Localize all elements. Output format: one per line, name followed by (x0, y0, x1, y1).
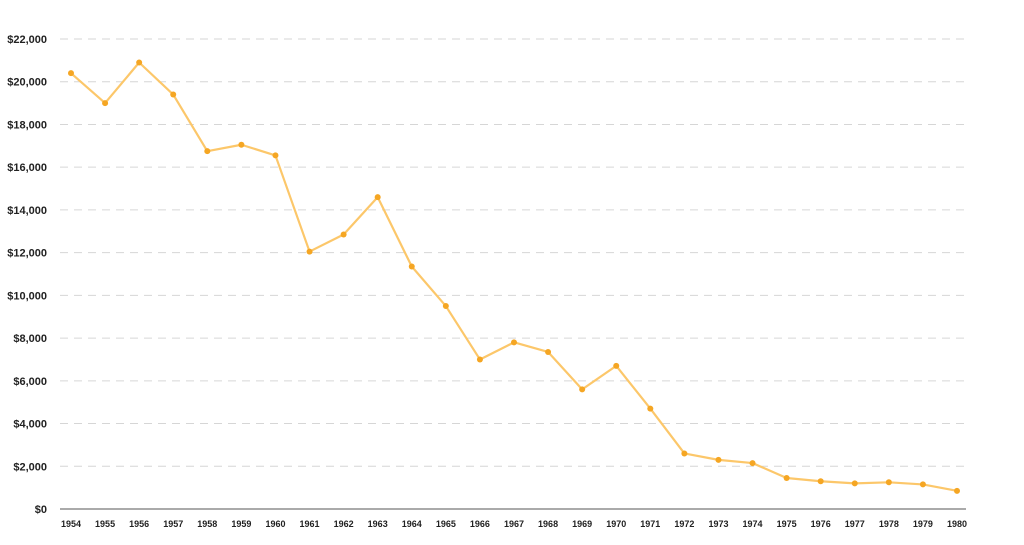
y-tick-label: $0 (35, 504, 47, 516)
x-tick-label: 1972 (674, 519, 694, 529)
x-tick-label: 1977 (845, 519, 865, 529)
y-tick-label: $12,000 (7, 248, 47, 260)
y-tick-labels: $0 $2,000 $4,000 $6,000 $8,000 $10,000 $12,000… (7, 34, 47, 516)
x-tick-label: 1973 (708, 519, 728, 529)
x-tick-label: 1963 (368, 519, 388, 529)
y-tick-label: $10,000 (7, 290, 47, 302)
data-point[interactable] (681, 450, 688, 457)
series-layer (68, 59, 960, 494)
data-point[interactable] (715, 456, 722, 463)
data-point[interactable] (306, 248, 313, 255)
series-line (69, 61, 959, 492)
x-tick-label: 1960 (265, 519, 285, 529)
data-point[interactable] (272, 152, 279, 159)
data-point[interactable] (476, 356, 483, 363)
data-point[interactable] (783, 475, 790, 482)
data-point[interactable] (851, 480, 858, 487)
x-tick-label: 1956 (129, 519, 149, 529)
data-point[interactable] (238, 141, 245, 148)
x-tick-label: 1970 (606, 519, 626, 529)
data-point[interactable] (749, 460, 756, 467)
data-point[interactable] (817, 478, 824, 485)
x-tick-label: 1966 (470, 519, 490, 529)
x-tick-label: 1974 (743, 519, 763, 529)
x-tick-label: 1969 (572, 519, 592, 529)
data-point[interactable] (442, 303, 449, 310)
data-point[interactable] (613, 362, 620, 369)
data-point[interactable] (919, 481, 926, 488)
x-tick-label: 1955 (95, 519, 115, 529)
x-tick-label: 1979 (913, 519, 933, 529)
data-point[interactable] (647, 405, 654, 412)
x-tick-label: 1958 (197, 519, 217, 529)
data-point[interactable] (340, 231, 347, 238)
y-tick-label: $18,000 (7, 119, 47, 131)
x-tick-labels: 1954 1955 1956 1957 1958 1959 1960 1961 1962 1963… (61, 519, 967, 529)
data-point[interactable] (102, 100, 109, 107)
x-tick-label: 1965 (436, 519, 456, 529)
y-tick-label: $8,000 (13, 333, 47, 345)
data-point[interactable] (204, 148, 211, 155)
data-point[interactable] (136, 59, 143, 66)
x-tick-label: 1971 (640, 519, 660, 529)
x-tick-label: 1959 (231, 519, 251, 529)
y-tick-label: $14,000 (7, 205, 47, 217)
x-tick-label: 1961 (300, 519, 320, 529)
gridlines (60, 38, 966, 467)
x-tick-label: 1967 (504, 519, 524, 529)
data-point[interactable] (170, 91, 177, 98)
y-tick-label: $22,000 (7, 34, 47, 46)
x-tick-label: 1975 (777, 519, 797, 529)
x-tick-label: 1980 (947, 519, 967, 529)
x-tick-label: 1954 (61, 519, 81, 529)
x-tick-label: 1964 (402, 519, 422, 529)
y-tick-label: $6,000 (13, 376, 47, 388)
data-point[interactable] (545, 348, 552, 355)
y-tick-label: $2,000 (13, 461, 47, 473)
x-tick-label: 1968 (538, 519, 558, 529)
y-tick-label: $4,000 (13, 419, 47, 431)
data-point[interactable] (374, 194, 381, 201)
x-tick-label: 1976 (811, 519, 831, 529)
x-tick-label: 1962 (334, 519, 354, 529)
data-point[interactable] (579, 386, 586, 393)
y-tick-label: $20,000 (7, 77, 47, 89)
data-point[interactable] (68, 70, 74, 77)
data-point[interactable] (885, 479, 892, 486)
x-tick-label: 1957 (163, 519, 183, 529)
data-point[interactable] (511, 339, 517, 346)
data-point[interactable] (954, 487, 960, 494)
y-tick-label: $16,000 (7, 162, 47, 174)
data-point[interactable] (408, 263, 415, 270)
x-tick-label: 1978 (879, 519, 899, 529)
